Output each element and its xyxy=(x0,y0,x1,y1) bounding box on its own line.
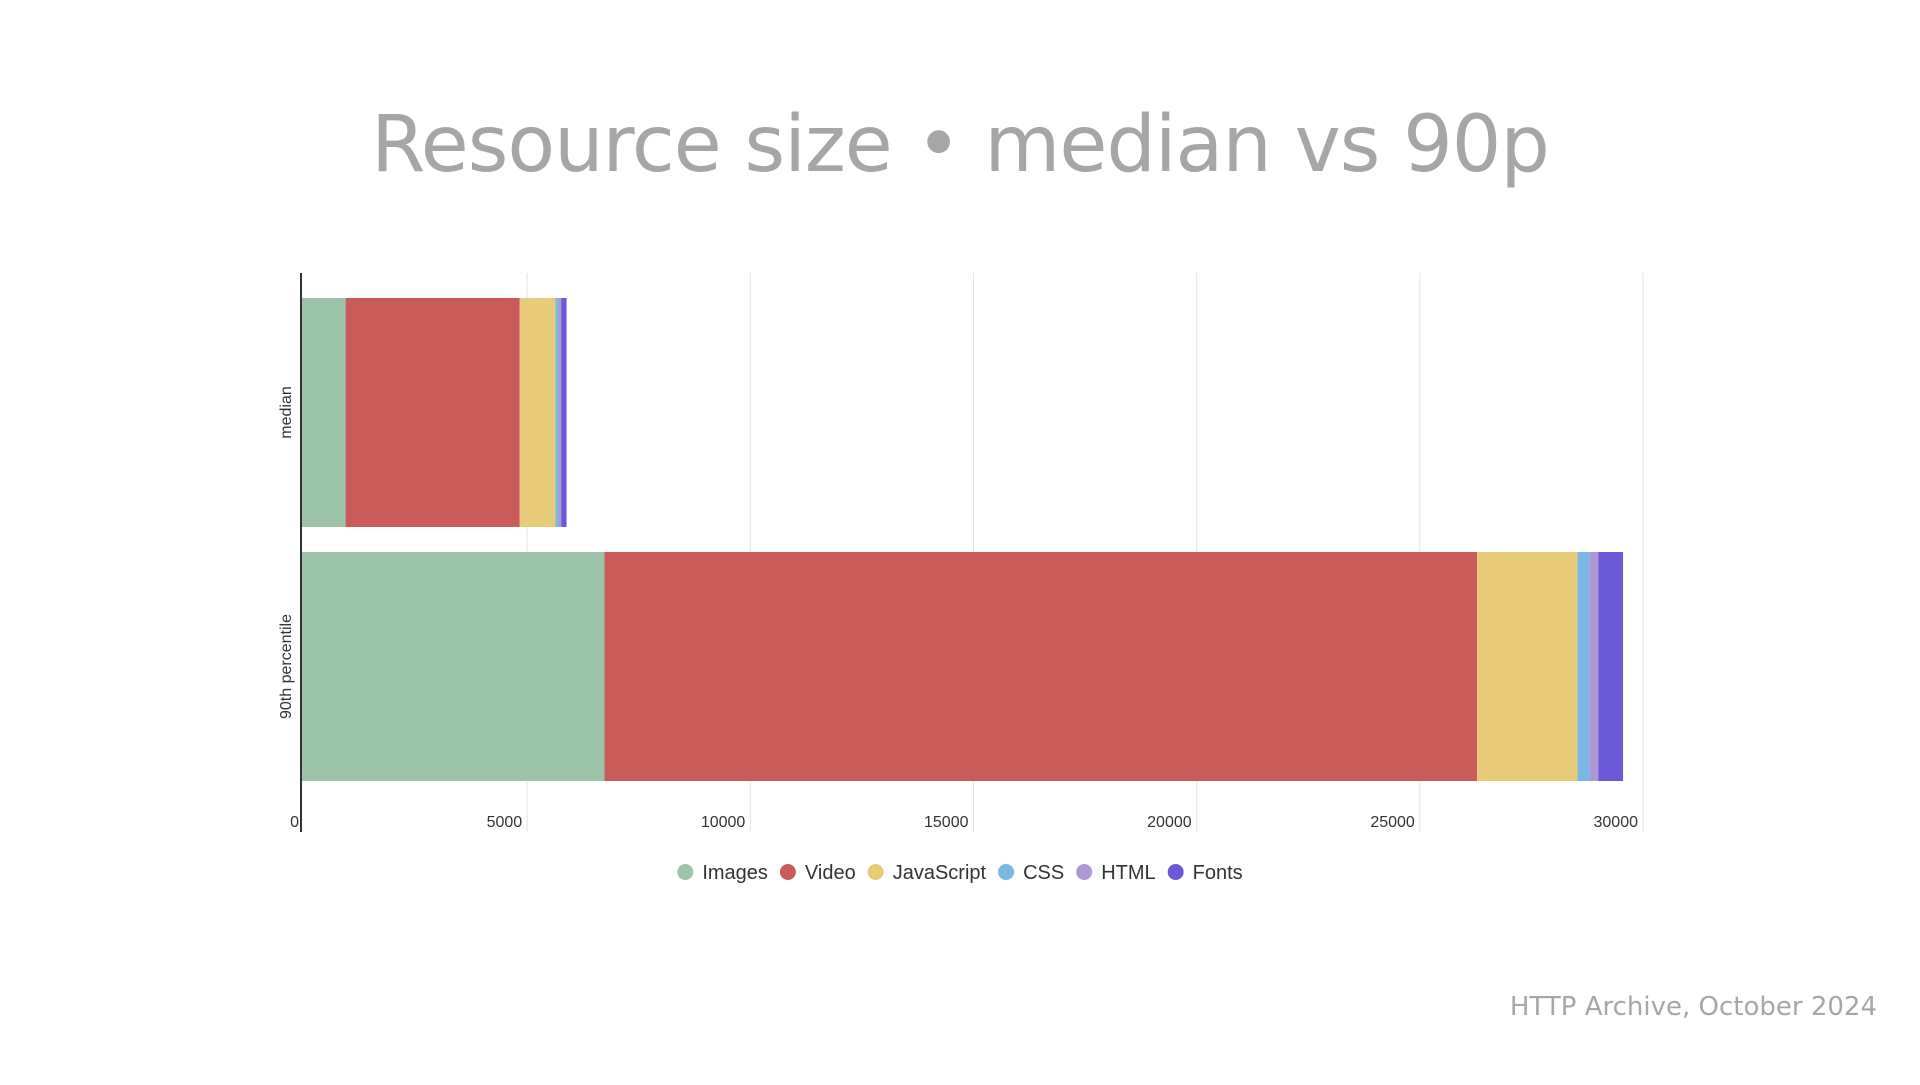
legend-swatch-css xyxy=(998,864,1015,880)
bar-segment-images xyxy=(301,552,605,781)
legend-swatch-html xyxy=(1076,864,1093,880)
bar-segment-fonts xyxy=(561,298,567,527)
bar-segment-images xyxy=(301,298,346,527)
category-labels: median 90th percentile xyxy=(278,386,295,719)
legend-label-html: HTML xyxy=(1101,862,1155,884)
x-tick-label: 10000 xyxy=(701,814,746,831)
bar-segment-video xyxy=(604,552,1478,781)
legend-label-javascript: JavaScript xyxy=(893,862,987,884)
slide-title: Resource size • median vs 90p xyxy=(371,100,1550,190)
bar-segment-html xyxy=(558,298,562,527)
bar-segment-fonts xyxy=(1598,552,1624,781)
x-tick-label: 20000 xyxy=(1147,814,1192,831)
source-caption: HTTP Archive, October 2024 xyxy=(1509,992,1877,1022)
legend-swatch-images xyxy=(677,864,694,880)
category-label: 90th percentile xyxy=(278,614,295,719)
bar-segment-html xyxy=(1589,552,1599,781)
x-tick-labels: 0 5000 10000 15000 20000 25000 30000 xyxy=(290,814,1638,831)
legend-swatch-video xyxy=(779,864,796,880)
x-tick-label: 0 xyxy=(290,814,299,831)
bar-segment-javascript xyxy=(519,298,556,527)
bar-segment-css xyxy=(1577,552,1590,781)
x-tick-label: 25000 xyxy=(1370,814,1415,831)
x-tick-label: 15000 xyxy=(924,814,969,831)
legend-label-video: Video xyxy=(805,862,856,884)
bar-segment-javascript xyxy=(1477,552,1578,781)
bars xyxy=(301,298,1624,781)
x-tick-label: 30000 xyxy=(1594,814,1639,831)
legend: Images Video JavaScript CSS HTML Fonts xyxy=(677,862,1243,884)
category-label: median xyxy=(278,386,295,438)
legend-label-images: Images xyxy=(702,862,768,884)
legend-label-fonts: Fonts xyxy=(1193,862,1243,884)
bar-segment-video xyxy=(345,298,520,527)
legend-label-css: CSS xyxy=(1023,862,1064,884)
legend-swatch-javascript xyxy=(867,864,884,880)
x-tick-label: 5000 xyxy=(487,814,523,831)
bar-segment-css xyxy=(555,298,559,527)
legend-swatch-fonts xyxy=(1167,864,1184,880)
